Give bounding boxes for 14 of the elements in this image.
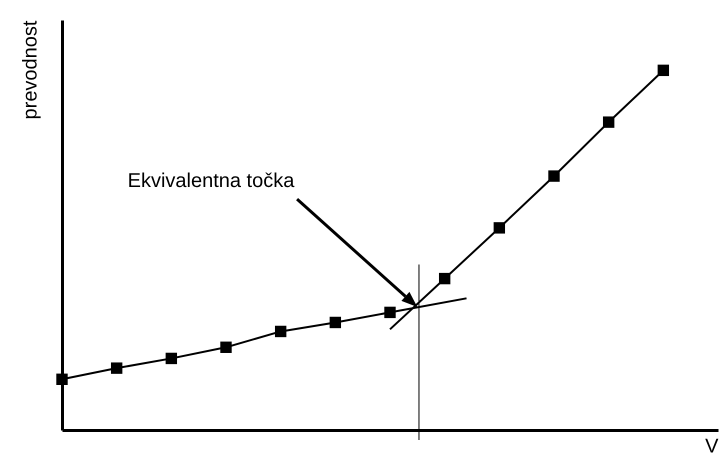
- point: [274, 326, 286, 338]
- annotation: Ekvivalentna točka: [128, 170, 296, 192]
- point: [658, 64, 670, 76]
- point: [110, 362, 122, 374]
- y-axis-title: prevodnost: [20, 20, 42, 120]
- point: [330, 316, 342, 328]
- point: [494, 222, 506, 234]
- point: [602, 116, 614, 128]
- point: [220, 342, 232, 353]
- point: [438, 272, 450, 284]
- point: [56, 374, 68, 385]
- x-axis-title: V: [705, 436, 720, 458]
- point: [548, 170, 560, 182]
- point: [166, 352, 178, 364]
